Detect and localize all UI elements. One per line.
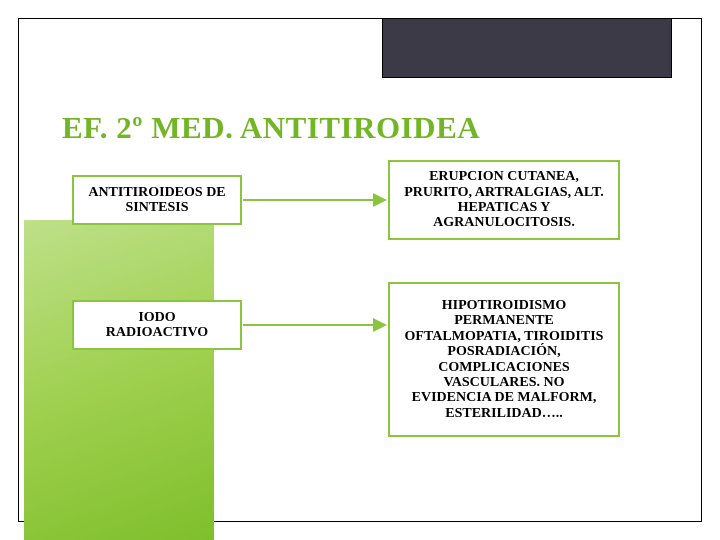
box-antitiroideos-sintesis: ANTITIROIDEOS DE SINTESIS [72,175,242,225]
arrow-line-1 [243,199,375,201]
green-background-accent [24,220,214,540]
box-text: HIPOTIROIDISMO PERMANENTE OFTALMOPATIA, … [405,298,604,421]
box-erupcion-cutanea: ERUPCION CUTANEA, PRURITO, ARTRALGIAS, A… [388,160,620,240]
box-text: ERUPCION CUTANEA, PRURITO, ARTRALGIAS, A… [404,169,604,231]
box-iodo-radioactivo: IODO RADIOACTIVO [72,300,242,350]
arrow-head-1 [373,193,387,207]
slide-heading: EF. 2º MED. ANTITIROIDEA [62,110,662,146]
box-text: IODO RADIOACTIVO [106,310,208,341]
title-banner [382,18,672,78]
arrow-line-2 [243,324,375,326]
arrow-head-2 [373,318,387,332]
box-text: ANTITIROIDEOS DE SINTESIS [88,185,225,216]
box-hipotiroidismo: HIPOTIROIDISMO PERMANENTE OFTALMOPATIA, … [388,282,620,437]
